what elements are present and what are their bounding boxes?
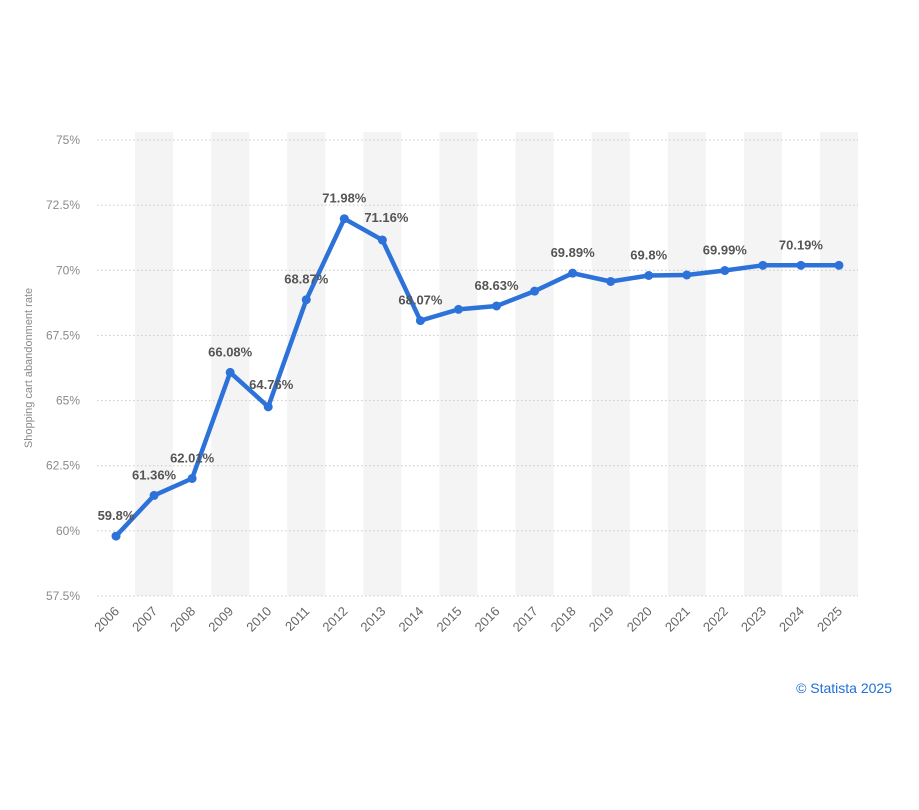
data-label: 69.8% <box>630 247 667 262</box>
column-band <box>667 132 706 596</box>
data-point[interactable] <box>644 270 654 280</box>
statista-credit[interactable]: © Statista 2025 <box>796 680 892 696</box>
data-point[interactable] <box>606 276 616 286</box>
y-tick-label: 67.5% <box>46 328 80 342</box>
x-tick-label: 2018 <box>548 604 579 635</box>
y-tick-label: 60% <box>56 524 80 538</box>
data-point[interactable] <box>682 270 692 280</box>
column-band <box>743 132 782 596</box>
y-tick-label: 72.5% <box>46 198 80 212</box>
column-bands <box>135 132 858 596</box>
data-point[interactable] <box>834 260 844 270</box>
x-tick-label: 2024 <box>776 604 807 635</box>
data-point[interactable] <box>263 402 273 412</box>
column-band <box>135 132 174 596</box>
y-axis-ticks: 57.5% 60% 62.5% 65% 67.5% 70% 72.5% 75% <box>46 133 80 603</box>
data-point[interactable] <box>301 295 311 305</box>
data-label: 59.8% <box>98 508 135 523</box>
x-tick-label: 2008 <box>167 604 198 635</box>
x-tick-label: 2007 <box>129 604 160 635</box>
data-point[interactable] <box>415 316 425 326</box>
data-point[interactable] <box>187 473 197 483</box>
data-label: 69.99% <box>703 243 748 258</box>
data-point[interactable] <box>453 304 463 314</box>
data-label: 61.36% <box>132 467 177 482</box>
x-tick-label: 2011 <box>282 604 312 634</box>
column-band <box>515 132 554 596</box>
data-point[interactable] <box>758 260 768 270</box>
x-tick-label: 2010 <box>243 604 274 635</box>
data-point[interactable] <box>530 286 540 296</box>
x-tick-label: 2015 <box>434 604 465 635</box>
data-point[interactable] <box>720 266 730 276</box>
data-point[interactable] <box>339 214 349 224</box>
column-band <box>211 132 250 596</box>
y-tick-label: 75% <box>56 133 80 147</box>
data-label: 62.01% <box>170 450 215 465</box>
x-tick-label: 2006 <box>91 604 122 635</box>
x-tick-label: 2012 <box>319 604 350 635</box>
x-tick-label: 2025 <box>814 604 845 635</box>
column-band <box>819 132 858 596</box>
data-point[interactable] <box>111 531 121 541</box>
x-tick-label: 2023 <box>738 604 769 635</box>
data-label: 68.07% <box>398 293 443 308</box>
x-tick-label: 2013 <box>357 604 388 635</box>
data-label: 69.89% <box>551 245 596 260</box>
data-point[interactable] <box>149 490 159 500</box>
data-label: 71.98% <box>322 191 367 206</box>
y-tick-label: 57.5% <box>46 589 80 603</box>
y-tick-label: 62.5% <box>46 459 80 473</box>
x-tick-label: 2017 <box>510 604 541 635</box>
column-band <box>363 132 402 596</box>
data-label: 68.87% <box>284 272 329 287</box>
data-point[interactable] <box>492 301 502 311</box>
data-label: 71.16% <box>364 210 409 225</box>
data-point[interactable] <box>377 235 387 245</box>
data-point[interactable] <box>568 268 578 278</box>
column-band <box>591 132 630 596</box>
x-tick-label: 2009 <box>205 604 236 635</box>
gridlines <box>97 139 858 597</box>
column-band <box>439 132 478 596</box>
data-label: 68.63% <box>474 278 519 293</box>
data-label: 66.08% <box>208 344 253 359</box>
data-labels: 59.8% 61.36% 62.01% 66.08% 64.76% 68.87% 71.98… <box>98 191 824 523</box>
data-label: 64.76% <box>249 377 294 392</box>
x-tick-label: 2014 <box>395 604 426 635</box>
x-axis-ticks: 2006 2007 2008 2009 2010 2011 2012 2013 2014 2015… <box>91 604 845 635</box>
column-band <box>287 132 326 596</box>
x-tick-label: 2021 <box>662 604 693 635</box>
data-point[interactable] <box>225 367 235 377</box>
data-points <box>111 214 844 541</box>
x-tick-label: 2019 <box>586 604 617 635</box>
y-axis-label: Shopping cart abandonment rate <box>23 288 35 448</box>
y-tick-label: 70% <box>56 263 80 277</box>
x-tick-label: 2020 <box>624 604 655 635</box>
series-line <box>113 216 842 539</box>
x-tick-label: 2022 <box>700 604 731 635</box>
data-label: 70.19% <box>779 237 824 252</box>
data-point[interactable] <box>796 260 806 270</box>
x-tick-label: 2016 <box>472 604 503 635</box>
y-tick-label: 65% <box>56 394 80 408</box>
